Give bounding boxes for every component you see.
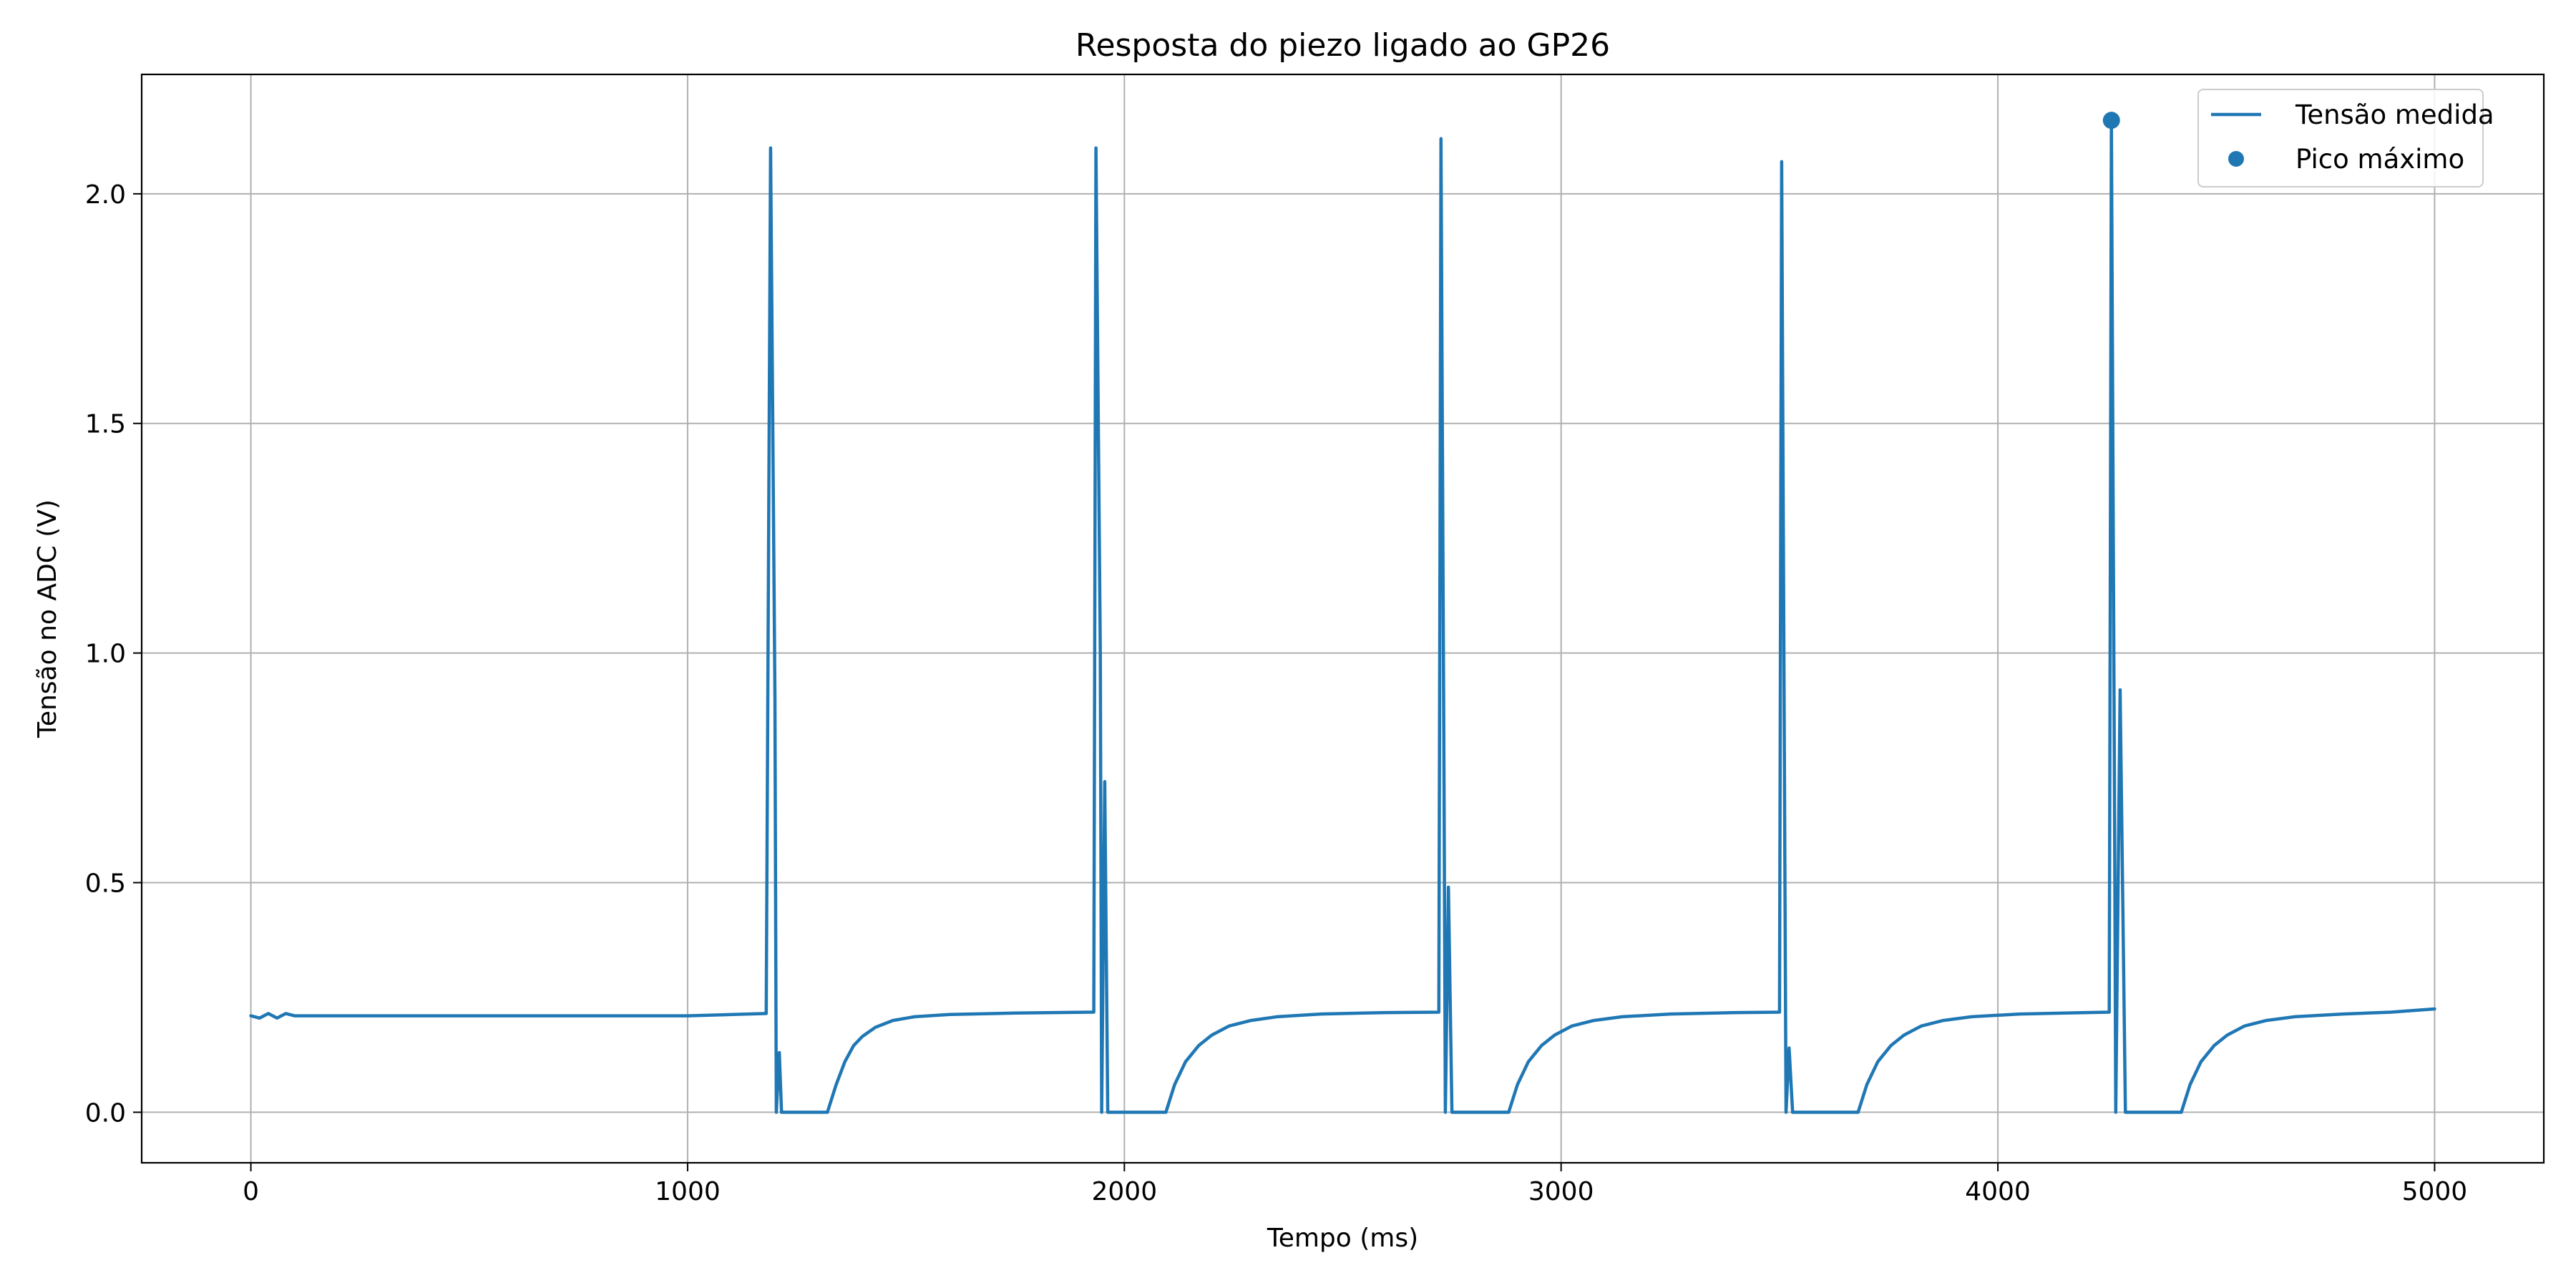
chart-title: Resposta do piezo ligado ao GP26	[1075, 27, 1610, 64]
series-line-tensao-medida	[249, 118, 2436, 1114]
y-tick-label: 1.0	[85, 640, 126, 669]
peak-marker	[2102, 112, 2120, 130]
y-axis-label: Tensão no ADC (V)	[33, 499, 62, 738]
series-layer	[249, 112, 2436, 1114]
y-tick-label: 0.0	[85, 1098, 126, 1128]
legend-box	[2197, 89, 2484, 187]
x-tick-label: 0	[243, 1177, 259, 1206]
x-tick-label: 3000	[1528, 1177, 1594, 1206]
legend-entry-line: Tensão medida	[2295, 99, 2494, 130]
legend-entry-peak: Pico máximo	[2296, 144, 2464, 175]
x-axis-label: Tempo (ms)	[1267, 1224, 1418, 1253]
y-tick-label: 1.5	[85, 410, 126, 439]
y-tick-label: 2.0	[85, 180, 126, 210]
legend: Tensão medida Pico máximo	[2197, 89, 2494, 187]
legend-marker-swatch	[2228, 151, 2244, 167]
plot-frame	[140, 73, 2545, 1164]
plot-area	[249, 112, 2436, 1114]
x-tick-label: 5000	[2402, 1177, 2468, 1206]
ticks: 0 1000 2000 3000 4000 5000 0.0 0.5 1.0 1.5 2.0	[85, 180, 2467, 1206]
x-tick-label: 1000	[655, 1177, 721, 1206]
y-tick-label: 0.5	[85, 869, 126, 899]
x-tick-label: 2000	[1092, 1177, 1158, 1206]
x-tick-label: 4000	[1965, 1177, 2031, 1206]
